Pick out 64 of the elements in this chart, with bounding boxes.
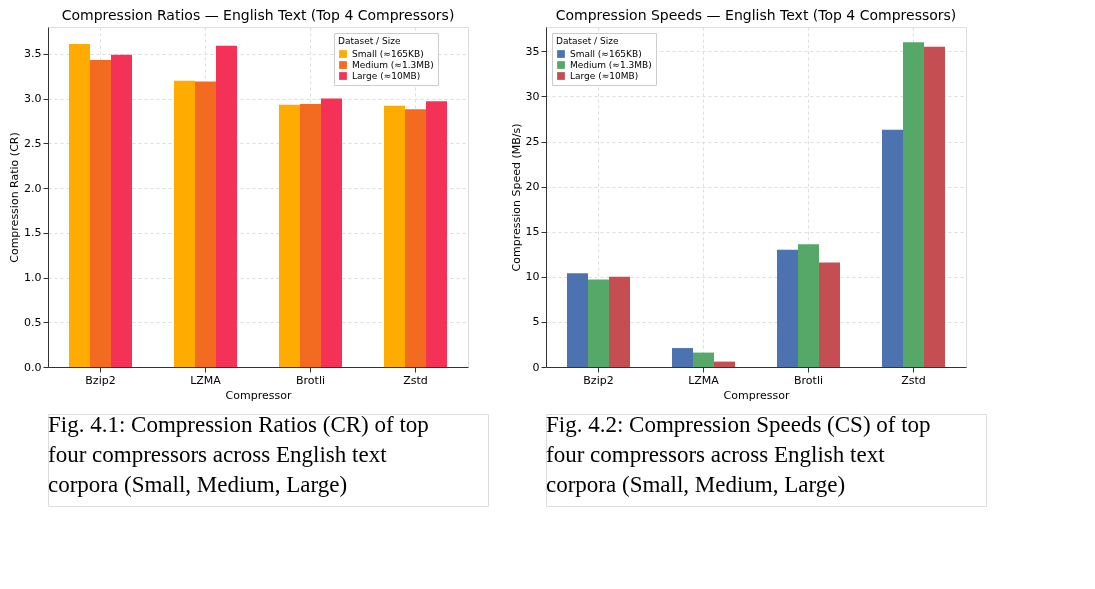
y-tick-label: 3.0 (24, 92, 42, 106)
caption: Fig. 4.2: Compression Speeds (CS) of top four compressors across English text corpora (Small, Medium, Large) (546, 412, 931, 497)
bar (609, 276, 630, 367)
y-tick-label: 30 (525, 89, 540, 103)
legend-label: Large (≈10MB) (570, 71, 639, 81)
legend-title: Dataset / Size (556, 36, 619, 46)
x-tick-label: Brotli (794, 373, 823, 387)
bar (903, 42, 924, 367)
x-tick-label: LZMA (190, 373, 222, 387)
x-tick-label: Zstd (403, 373, 428, 387)
bar (567, 273, 588, 367)
y-tick-label: 2.5 (24, 136, 42, 150)
y-axis-title: Compression Speed (MB/s) (509, 123, 523, 272)
y-axis-title: Compression Ratio (CR) (8, 132, 22, 263)
y-tick-label: 0 (532, 360, 540, 374)
x-tick-label: Zstd (901, 373, 926, 387)
chart-title: Compression Ratios — English Text (Top 4 Compressors) (61, 7, 455, 23)
bar (90, 60, 111, 367)
x-tick-label: Bzip2 (583, 373, 614, 387)
y-tick-label: 5 (532, 315, 540, 329)
bar (279, 104, 300, 367)
legend-label: Small (≈165KB) (352, 49, 424, 59)
bar (69, 44, 90, 367)
bar (384, 105, 405, 367)
bar (321, 98, 342, 367)
bar (174, 80, 195, 367)
bar (882, 129, 903, 367)
bar (714, 361, 735, 367)
y-tick-label: 1.0 (24, 271, 42, 285)
bar (924, 46, 945, 367)
x-axis-title: Compressor (225, 388, 292, 402)
legend-label: Small (≈165KB) (570, 49, 642, 59)
y-tick-label: 0.5 (24, 315, 42, 329)
bar (798, 244, 819, 367)
chart-title: Compression Speeds — English Text (Top 4 Compressors) (555, 7, 957, 23)
x-axis-title: Compressor (723, 388, 790, 402)
bar (216, 45, 237, 367)
y-tick-label: 1.5 (24, 226, 42, 240)
bar (777, 249, 798, 367)
bar (693, 352, 714, 367)
y-tick-label: 20 (525, 180, 540, 194)
caption: Fig. 4.1: Compression Ratios (CR) of top four compressors across English text corpora (Small, Medium, Large) (48, 412, 429, 497)
bar (426, 101, 447, 367)
y-tick-label: 10 (525, 270, 540, 284)
x-tick-label: LZMA (688, 373, 720, 387)
y-tick-label: 3.5 (24, 47, 42, 61)
legend-label: Large (≈10MB) (352, 71, 421, 81)
bar (195, 81, 216, 367)
y-tick-label: 25 (525, 135, 540, 149)
y-tick-label: 35 (525, 44, 540, 58)
y-tick-label: 2.0 (24, 181, 42, 195)
legend-label: Medium (≈1.3MB) (570, 60, 652, 70)
legend-title: Dataset / Size (338, 36, 401, 46)
bar (300, 103, 321, 367)
bar (405, 109, 426, 367)
y-tick-label: 0.0 (24, 360, 42, 374)
bar (672, 348, 693, 367)
bar (819, 262, 840, 367)
bar (588, 279, 609, 367)
y-tick-label: 15 (525, 225, 540, 239)
x-tick-label: Bzip2 (85, 373, 116, 387)
x-tick-label: Brotli (296, 373, 325, 387)
legend-label: Medium (≈1.3MB) (352, 60, 434, 70)
bar (111, 54, 132, 367)
